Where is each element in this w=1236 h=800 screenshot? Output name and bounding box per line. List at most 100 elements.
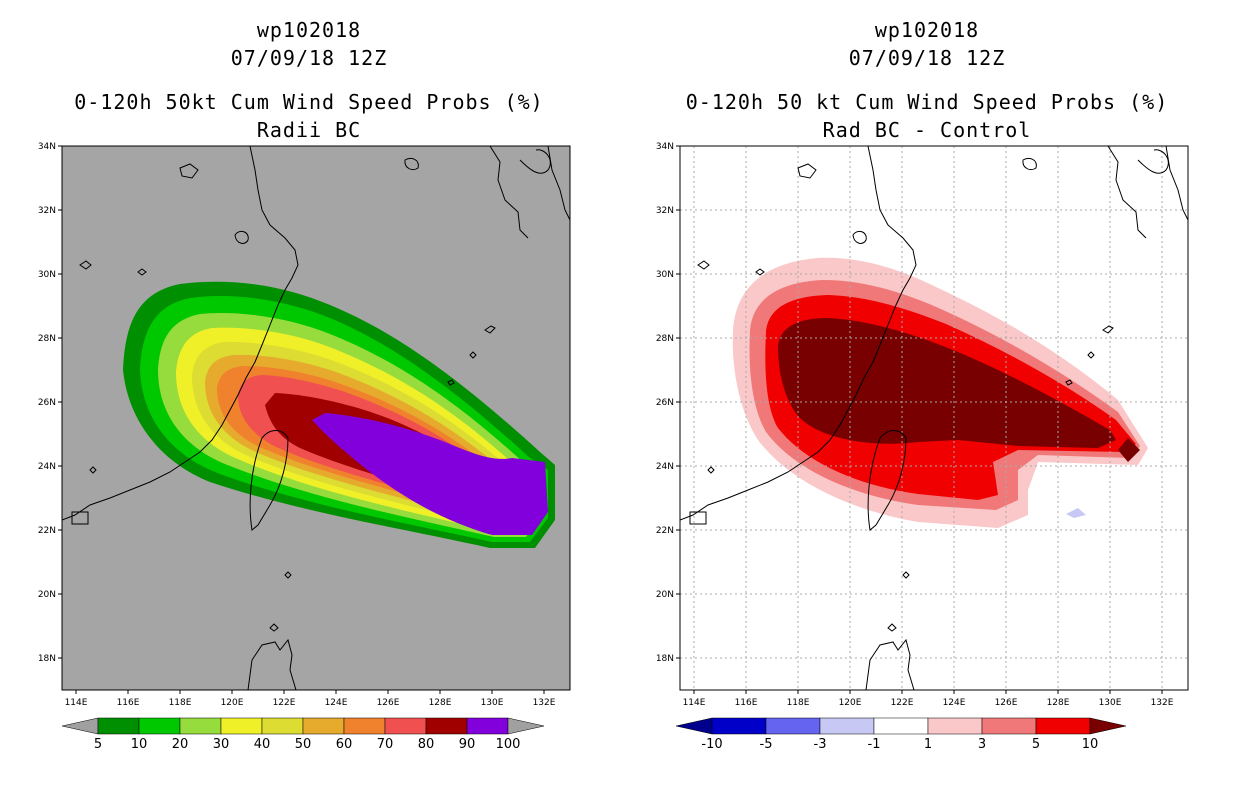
lat-label: 26N [38,398,56,408]
left-panel: wp102018 07/09/18 12Z 0-120h 50kt Cum Wi… [38,18,571,752]
lat-label: 24N [38,462,56,472]
colorbar-swatch [466,717,509,735]
colorbar-swatch [765,717,821,735]
colorbar-end-low [61,717,99,735]
colorbar-label: -3 [814,737,827,752]
lon-label: 120E [839,698,862,708]
colorbar-swatch [261,717,304,735]
lon-label: 118E [787,698,810,708]
lon-label: 122E [273,698,296,708]
coastlines [680,146,1188,690]
colorbar-label: 100 [496,737,521,752]
lat-label: 34N [38,142,56,152]
colorbar-label: 60 [336,737,353,752]
storm-id: wp102018 [874,18,980,42]
colorbar-swatch [384,717,427,735]
lon-label: 118E [169,698,192,708]
colorbar-label: 40 [254,737,271,752]
colorbar-swatch [138,717,181,735]
lon-label: 120E [221,698,244,708]
lat-label: 34N [656,142,674,152]
colorbar-label: -5 [760,737,773,752]
map-frame [61,145,571,691]
lon-label: 130E [1099,698,1122,708]
lon-label: 130E [481,698,504,708]
datetime: 07/09/18 12Z [848,46,1006,70]
colorbar-swatch [179,717,222,735]
map-frame [679,145,1189,691]
lat-label: 26N [656,398,674,408]
colorbar-label: 3 [978,737,986,752]
colorbar-swatch [1035,717,1091,735]
lat-label: 24N [656,462,674,472]
difference-map: 34N 32N 30N 28N 26N 24N 22N 20N 18N 114E 116E 118E 1… [656,142,1189,752]
lat-label: 30N [38,270,56,280]
lat-label: 22N [38,526,56,536]
lon-label: 116E [117,698,140,708]
colorbar-swatch [343,717,386,735]
colorbar-swatch [711,717,767,735]
colorbar: -10 -5 -3 -1 1 3 5 10 [675,717,1127,752]
plot-title: 0-120h 50 kt Cum Wind Speed Probs (%) [685,90,1169,114]
lon-label: 114E [683,698,706,708]
colorbar-label: 30 [213,737,230,752]
plot-subtitle: Rad BC - Control [822,118,1032,142]
lon-label: 126E [377,698,400,708]
lat-label: 28N [38,334,56,344]
lat-label: 18N [656,654,674,664]
colorbar-label: 90 [459,737,476,752]
lat-label: 18N [38,654,56,664]
lat-label: 32N [656,206,674,216]
colorbar-label: 80 [418,737,435,752]
probability-shading [123,281,555,548]
colorbar-label: -1 [868,737,881,752]
lon-label: 116E [735,698,758,708]
lon-label: 124E [325,698,348,708]
lon-label: 128E [429,698,452,708]
colorbar-end-high [1089,717,1127,735]
colorbar-swatch [97,717,140,735]
colorbar-label: -10 [701,737,722,752]
colorbar-swatch [302,717,345,735]
lon-label: 132E [1151,698,1174,708]
plot-title: 0-120h 50kt Cum Wind Speed Probs (%) [74,90,544,114]
colorbar-swatch [873,717,929,735]
colorbar-swatch [981,717,1037,735]
lon-label: 124E [943,698,966,708]
axis-ticks: 34N 32N 30N 28N 26N 24N 22N 20N 18N 114E 116E 118E 1… [38,142,556,708]
probability-map: 34N 32N 30N 28N 26N 24N 22N 20N 18N 114E 116E 118E 1… [38,142,571,752]
datetime: 07/09/18 12Z [230,46,388,70]
colorbar-label: 5 [94,737,102,752]
lat-label: 28N [656,334,674,344]
colorbar-swatch [819,717,875,735]
lon-label: 128E [1047,698,1070,708]
colorbar-label: 1 [924,737,932,752]
lat-label: 22N [656,526,674,536]
storm-id: wp102018 [256,18,362,42]
colorbar-swatch [425,717,468,735]
colorbar-end-low [675,717,713,735]
colorbar-swatch [927,717,983,735]
right-panel: wp102018 07/09/18 12Z 0-120h 50 kt Cum W… [618,0,1236,800]
colorbar-label: 10 [131,737,148,752]
colorbar-end-high [507,717,545,735]
difference-shading [732,257,1148,528]
coastlines [62,146,570,690]
colorbar-label: 50 [295,737,312,752]
colorbar-label: 70 [377,737,394,752]
colorbar-label: 20 [172,737,189,752]
colorbar-swatch [220,717,263,735]
axis-ticks: 34N 32N 30N 28N 26N 24N 22N 20N 18N 114E 116E 118E 1… [656,142,1174,708]
lat-label: 32N [38,206,56,216]
lat-label: 30N [656,270,674,280]
plot-subtitle: Radii BC [256,118,362,142]
colorbar-label: 10 [1082,737,1099,752]
colorbar-label: 5 [1032,737,1040,752]
lon-label: 122E [891,698,914,708]
lon-label: 132E [533,698,556,708]
lat-label: 20N [38,590,56,600]
lon-label: 126E [995,698,1018,708]
lon-label: 114E [65,698,88,708]
colorbar: 5 10 20 30 40 50 60 70 80 90 100 [61,717,545,752]
lat-label: 20N [656,590,674,600]
